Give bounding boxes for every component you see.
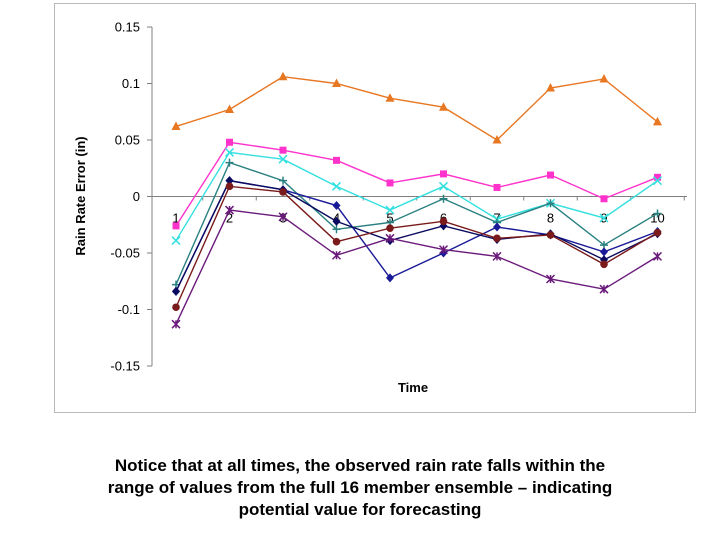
data-point (546, 231, 555, 239)
data-point (547, 171, 554, 179)
data-point (653, 228, 662, 237)
y-tick-label: 0 (133, 189, 140, 204)
y-tick-label: 0.1 (122, 76, 140, 91)
data-point (171, 121, 181, 130)
data-point (546, 83, 555, 92)
y-axis-title: Rain Rate Error (in) (73, 136, 88, 255)
data-point (386, 224, 394, 232)
data-point (600, 260, 608, 269)
data-point (332, 237, 341, 246)
data-point (224, 205, 235, 215)
data-point (331, 250, 342, 260)
series-member-purple-star (171, 205, 663, 329)
data-point (332, 225, 341, 234)
data-point (172, 303, 180, 312)
data-point (225, 104, 234, 113)
data-point (492, 135, 502, 144)
data-point (278, 212, 288, 222)
data-point (278, 154, 288, 164)
x-tick-label: 1 (172, 211, 179, 226)
series-line (175, 151, 658, 241)
data-point (546, 199, 555, 208)
series-member-teal-plus (172, 158, 662, 289)
data-point (385, 233, 395, 243)
data-point (225, 158, 234, 167)
series-line (175, 179, 658, 292)
x-tick-label: 7 (493, 211, 500, 226)
data-point (224, 147, 235, 157)
data-point (440, 170, 447, 178)
y-tick-label: -0.15 (110, 359, 140, 374)
data-point (279, 146, 287, 154)
data-point (654, 173, 661, 181)
data-point (599, 213, 609, 223)
y-tick-label: 0.05 (115, 133, 140, 148)
data-point (331, 181, 342, 191)
data-point (279, 176, 287, 185)
data-point (386, 273, 394, 283)
series-member-magenta-square (172, 138, 661, 230)
data-point (332, 201, 341, 211)
y-tick-label: -0.1 (118, 302, 140, 317)
x-tick-label: 8 (547, 211, 554, 226)
x-tick-label: 2 (226, 211, 233, 226)
series-line (175, 161, 658, 285)
series-line (175, 209, 658, 325)
series-member-orange-triangle (171, 71, 662, 144)
caption-line-3: potential value for forecasting (238, 500, 482, 519)
rain-rate-error-chart: 0.150.10.050-0.05-0.1-0.15 12345678910 R… (73, 20, 687, 395)
data-point (439, 217, 448, 226)
y-tick-label: 0.15 (115, 20, 140, 35)
series-line (175, 185, 658, 308)
chart-frame: 0.150.10.050-0.05-0.1-0.15 12345678910 R… (54, 3, 696, 413)
data-point (171, 319, 181, 329)
data-point (439, 194, 448, 203)
data-point (385, 205, 395, 215)
data-point (600, 247, 608, 257)
data-point (439, 102, 448, 111)
series-member-navy-diamond (172, 176, 662, 296)
data-point (599, 73, 609, 83)
data-point (652, 176, 663, 186)
x-tick-label: 10 (650, 211, 664, 226)
data-point (225, 176, 234, 186)
data-point (226, 138, 233, 146)
caption-line-2: range of values from the full 16 member … (107, 478, 613, 497)
data-point (225, 182, 234, 191)
data-point (652, 251, 663, 261)
data-point (493, 222, 501, 232)
data-point (386, 179, 394, 187)
data-point (171, 236, 181, 246)
data-point (279, 188, 287, 196)
data-point (172, 286, 180, 296)
series-line (175, 141, 658, 227)
caption-line-1: Notice that at all times, the observed r… (114, 456, 606, 475)
data-point (653, 116, 662, 126)
x-axis-title: Time (398, 380, 428, 395)
data-point (385, 93, 395, 102)
data-point (493, 234, 501, 243)
series-member-brown-circle (172, 182, 662, 312)
y-tick-label: -0.05 (110, 246, 140, 261)
data-point (333, 156, 340, 164)
data-point (172, 222, 180, 230)
data-point (438, 181, 449, 191)
data-point (600, 195, 608, 203)
data-point (545, 274, 556, 284)
data-point (599, 284, 609, 294)
x-tick-label: 5 (386, 211, 393, 226)
data-point (492, 251, 502, 261)
series-member-cyan-x (171, 147, 663, 246)
data-point (332, 216, 341, 226)
data-point (438, 245, 449, 255)
data-point (332, 78, 341, 87)
data-point (653, 209, 662, 218)
y-ticks: 0.15 0.1 0.05 0 -0.05 -0.1 -0.15 (110, 20, 152, 374)
data-point (493, 183, 501, 191)
caption: Notice that at all times, the observed r… (0, 455, 720, 521)
series-layer (171, 71, 663, 329)
data-point (278, 71, 288, 81)
series-member-darkblue-diamond (172, 176, 662, 296)
series-line (175, 75, 658, 141)
